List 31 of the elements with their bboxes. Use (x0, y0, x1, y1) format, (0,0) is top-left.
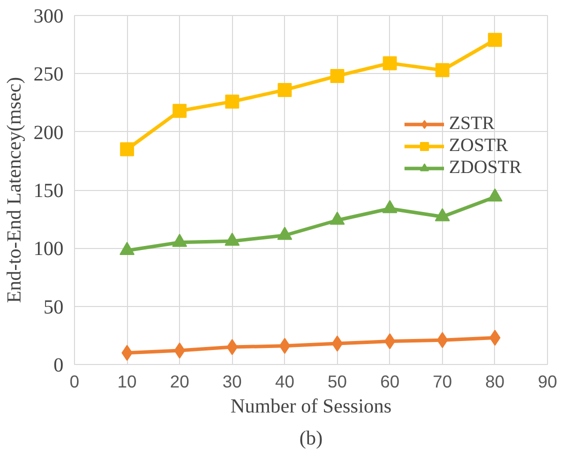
text: (b) (299, 428, 323, 450)
legend-label: ZDOSTR (449, 157, 522, 179)
y-tick-label: 150 (34, 180, 64, 202)
point (225, 94, 240, 109)
x-tick-label: 20 (170, 372, 190, 392)
point (172, 104, 187, 118)
legend-label: ZSTR (449, 113, 495, 135)
y-tick-label: 250 (34, 64, 64, 86)
x-tick-label: 40 (275, 372, 294, 392)
x-tick-label: 30 (222, 372, 242, 392)
x-tick-label: 60 (380, 372, 400, 392)
point (435, 63, 450, 78)
x-tick-label: 50 (328, 372, 347, 392)
x-tick-label: 80 (485, 372, 505, 392)
point (120, 142, 134, 156)
x-tick-label: 70 (432, 372, 452, 392)
point (382, 56, 397, 70)
x-tick-label: 10 (117, 372, 137, 392)
point (488, 32, 502, 47)
y-tick-label: 200 (34, 122, 64, 144)
y-tick-label: 50 (44, 296, 64, 318)
legend-label: ZOSTR (449, 135, 508, 157)
y-tick-label: 100 (34, 238, 64, 260)
y-tick-label: 0 (54, 354, 64, 376)
point (278, 82, 292, 97)
point (330, 68, 344, 83)
x-tick-label: 90 (538, 372, 558, 392)
x-axis-title: Number of Sessions (230, 396, 392, 418)
x-tick-label: 0 (70, 372, 80, 392)
y-tick-label: 300 (34, 6, 64, 28)
y-axis-title: End-to-End Latencey(msec) (4, 76, 26, 304)
